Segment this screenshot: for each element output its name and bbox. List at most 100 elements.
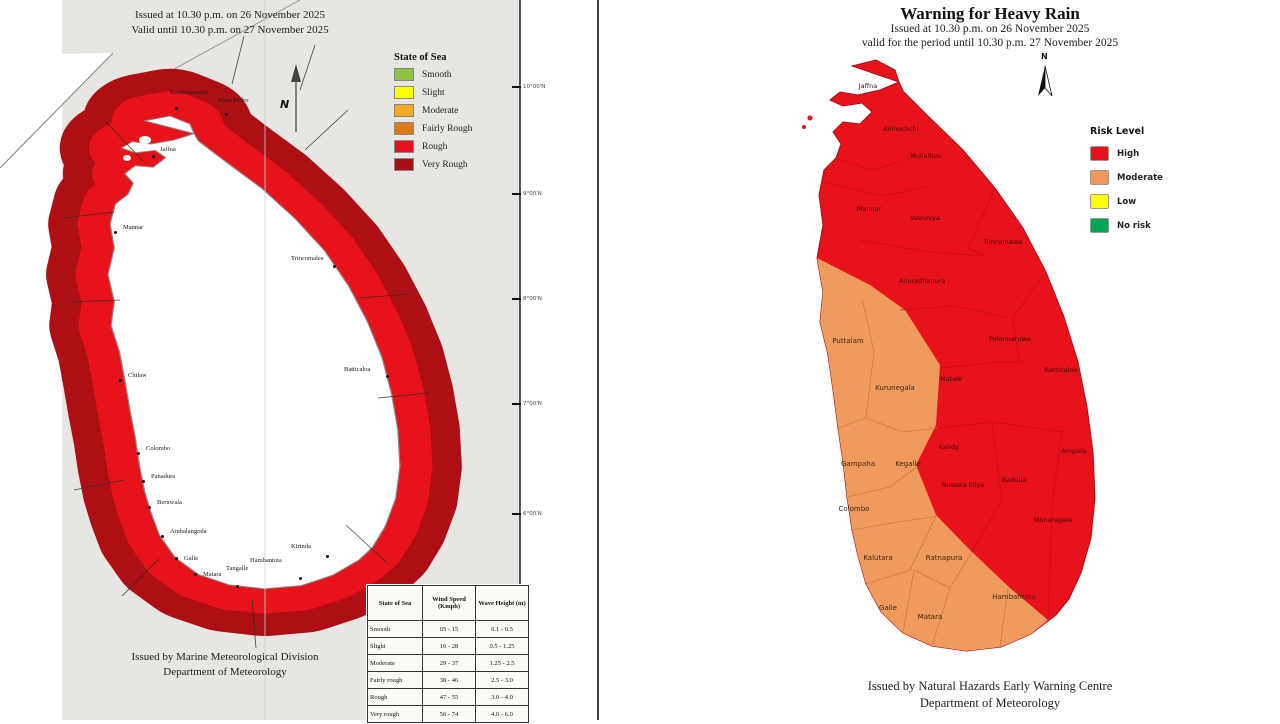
offshore-islet xyxy=(807,115,813,121)
district-label-high: Polonnaruwa xyxy=(989,335,1031,343)
footer-dept: Department of Meteorology xyxy=(163,666,287,678)
district-label-moderate: Puttalam xyxy=(832,337,864,345)
sea-table-cell: 0.5 - 1.25 xyxy=(475,637,529,655)
town-dot xyxy=(136,451,140,455)
left-map-footer: Issued by Marine Meteorological Division… xyxy=(70,650,380,680)
lat-tick: 9°00'N xyxy=(512,191,542,197)
sea-table-header-row: State of Sea Wind Speed (Kmph) Wave Heig… xyxy=(367,585,529,621)
col-wind-speed: Wind Speed (Kmph) xyxy=(422,585,476,621)
moderate-risk-region xyxy=(817,258,1048,651)
legend-swatch xyxy=(394,68,414,81)
sea-table-cell: 3.0 - 4.0 xyxy=(475,688,529,706)
sea-table-row: Smooth 05 - 15 0.1 - 0.5 xyxy=(367,620,529,638)
town-dot xyxy=(193,572,197,576)
town-label: Tangalle xyxy=(226,565,249,572)
sea-legend: State of Sea Smooth Slight Moderate Fairly … xyxy=(394,52,524,176)
district-label-high: Vavuniya xyxy=(910,214,940,222)
town-dot xyxy=(141,479,145,483)
legend-item: Rough xyxy=(394,140,524,153)
legend-item-label: Slight xyxy=(422,87,445,98)
town-dot xyxy=(113,230,117,234)
legend-item-label: Very Rough xyxy=(422,159,468,170)
sea-legend-items: Smooth Slight Moderate Fairly Rough Rough Ver… xyxy=(394,68,524,171)
footer-issuer: Issued by Natural Hazards Early Warning … xyxy=(867,679,1113,693)
district-label-moderate: Hambantota xyxy=(992,593,1036,601)
district-label-moderate: Colombo xyxy=(838,505,870,513)
district-label-moderate: Gampaha xyxy=(841,460,875,468)
district-label-high: Ampara xyxy=(1061,447,1087,455)
town-dot xyxy=(298,576,302,580)
legend-item-label: Fairly Rough xyxy=(422,123,473,134)
sea-table-cell: 2.5 - 3.0 xyxy=(475,671,529,689)
sea-table-cell: Rough xyxy=(367,688,423,706)
lat-tick: 8°00'N xyxy=(512,296,542,302)
town-label: Kirinda xyxy=(291,543,311,550)
sea-table-cell: Smooth xyxy=(367,620,423,638)
risk-legend: Risk Level High Moderate Low No risk xyxy=(1090,126,1210,242)
tick-mark xyxy=(512,513,521,515)
sea-table-cell: 05 - 15 xyxy=(422,620,476,638)
legend-swatch xyxy=(394,104,414,117)
sea-table-cell: 0.1 - 0.5 xyxy=(475,620,529,638)
right-map-footer: Issued by Natural Hazards Early Warning … xyxy=(700,678,1280,712)
rain-warning-title: Warning for Heavy Rain xyxy=(900,4,1080,23)
lat-tick: 7°00'N xyxy=(512,401,542,407)
fold-line xyxy=(164,0,301,75)
district-label-moderate: Matara xyxy=(917,613,943,621)
legend-item: Low xyxy=(1090,194,1210,209)
town-label: Jaffna xyxy=(160,146,176,153)
sea-table-row: Moderate 29 - 37 1.25 - 2.5 xyxy=(367,654,529,672)
legend-item-label: High xyxy=(1117,148,1140,159)
legend-swatch xyxy=(394,140,414,153)
legend-item: Slight xyxy=(394,86,524,99)
legend-item: Moderate xyxy=(1090,170,1210,185)
district-label-high: Mullaitivu xyxy=(910,152,942,160)
rain-warning-issued: Issued at 10.30 p.m. on 26 November 2025 xyxy=(890,23,1090,35)
tick-mark xyxy=(512,403,521,405)
legend-item-label: No risk xyxy=(1117,220,1151,231)
sea-table-row: Rough 47 - 55 3.0 - 4.0 xyxy=(367,688,529,706)
district-label-moderate: Galle xyxy=(879,604,897,612)
town-dot xyxy=(385,374,389,378)
north-label-left: N xyxy=(280,98,290,111)
tick-mark xyxy=(512,193,521,195)
left-map-header: Issued at 10.30 p.m. on 26 November 2025… xyxy=(70,8,390,38)
district-boundaries-high xyxy=(823,157,1063,621)
district-label-high: Nuwara Eliya xyxy=(941,481,985,489)
district-label-high: Kilinochchi xyxy=(883,125,919,133)
footer-issuer: Issued by Marine Meteorological Division xyxy=(131,651,319,663)
col-state-of-sea: State of Sea xyxy=(367,585,423,621)
legend-item: Fairly Rough xyxy=(394,122,524,135)
town-dot xyxy=(325,554,329,558)
sea-table-cell: 1.25 - 2.5 xyxy=(475,654,529,672)
risk-legend-title: Risk Level xyxy=(1090,126,1145,137)
district-label-high: Kandy xyxy=(938,443,960,451)
town-dot xyxy=(160,534,164,538)
district-label-high: Matale xyxy=(940,375,962,383)
legend-item: Moderate xyxy=(394,104,524,117)
district-label-moderate: Ratnapura xyxy=(925,554,963,562)
sea-legend-title: State of Sea xyxy=(394,52,447,63)
district-label-moderate: Kegalle xyxy=(895,460,921,468)
town-label: Hambantota xyxy=(250,557,282,564)
lat-tick-label: 10°00'N xyxy=(523,84,546,90)
district-label-high: Jaffna xyxy=(858,82,878,90)
town-label: Matara xyxy=(203,571,222,578)
lat-tick-label: 7°00'N xyxy=(523,401,542,407)
lat-tick-label: 9°00'N xyxy=(523,191,542,197)
town-dot xyxy=(332,264,336,268)
offshore-islet xyxy=(802,125,806,129)
legend-item: Smooth xyxy=(394,68,524,81)
north-arrow-left xyxy=(291,64,301,132)
legend-item-label: Moderate xyxy=(1117,172,1163,183)
footer-dept: Department of Meteorology xyxy=(919,696,1061,710)
legend-item-label: Rough xyxy=(422,141,448,152)
sea-table-cell: 38 - 46 xyxy=(422,671,476,689)
district-label-high: Anuradhapura xyxy=(898,277,946,285)
lat-tick-label: 6°00'N xyxy=(523,511,542,517)
legend-item-label: Moderate xyxy=(422,105,459,116)
rain-warning-valid: valid for the period until 10.30 p.m. 27… xyxy=(861,37,1119,49)
sea-state-map xyxy=(0,0,600,720)
town-label: Point Pedro xyxy=(218,97,249,104)
